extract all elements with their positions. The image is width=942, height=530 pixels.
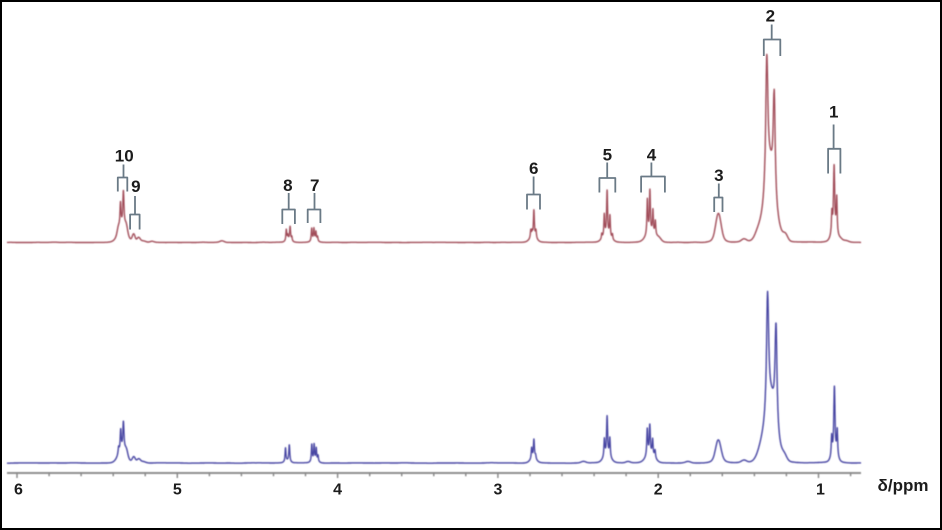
svg-text:7: 7 <box>310 176 319 195</box>
svg-text:8: 8 <box>283 176 292 195</box>
svg-text:1: 1 <box>829 103 838 122</box>
svg-text:10: 10 <box>115 147 134 166</box>
svg-text:2: 2 <box>766 7 775 26</box>
svg-text:1: 1 <box>816 482 825 499</box>
svg-text:6: 6 <box>529 159 538 178</box>
svg-text:6: 6 <box>14 482 23 499</box>
svg-text:δ/ppm: δ/ppm <box>878 476 929 495</box>
svg-text:3: 3 <box>493 482 502 499</box>
svg-text:5: 5 <box>173 482 182 499</box>
svg-text:4: 4 <box>647 146 657 165</box>
svg-text:4: 4 <box>333 482 342 499</box>
svg-text:2: 2 <box>654 482 663 499</box>
svg-text:9: 9 <box>131 177 140 196</box>
svg-text:5: 5 <box>603 146 612 165</box>
svg-text:3: 3 <box>714 166 723 185</box>
